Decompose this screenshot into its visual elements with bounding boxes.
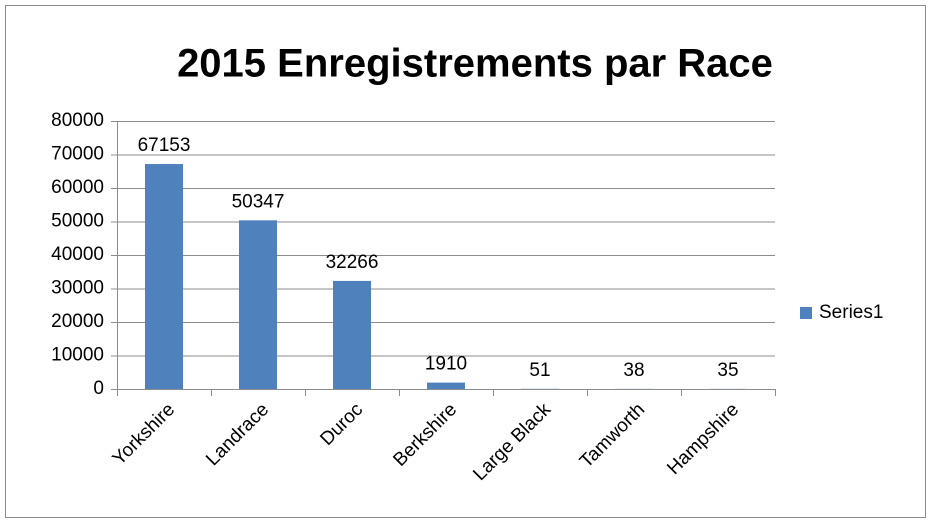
data-label: 35	[717, 360, 738, 381]
bar	[145, 164, 183, 389]
data-label: 1910	[425, 354, 467, 375]
bar	[239, 220, 277, 389]
y-tick-label: 30000	[51, 278, 104, 299]
y-tick-label: 20000	[51, 311, 104, 332]
chart-title: 2015 Enregistrements par Race	[177, 42, 773, 86]
data-label: 38	[623, 360, 644, 381]
y-tick-label: 50000	[51, 211, 104, 232]
bar	[333, 280, 371, 389]
bar	[427, 382, 465, 389]
y-tick-label: 10000	[51, 345, 104, 366]
y-tick-label: 80000	[51, 110, 104, 131]
y-tick-label: 0	[93, 378, 104, 399]
data-label: 32266	[326, 252, 379, 273]
legend-swatch	[800, 307, 812, 319]
data-label: 67153	[138, 135, 191, 156]
data-label: 51	[529, 360, 550, 381]
y-tick-label: 70000	[51, 144, 104, 165]
data-label: 50347	[232, 191, 285, 212]
y-tick-label: 40000	[51, 244, 104, 265]
y-tick-label: 60000	[51, 177, 104, 198]
legend-label: Series1	[819, 302, 883, 323]
